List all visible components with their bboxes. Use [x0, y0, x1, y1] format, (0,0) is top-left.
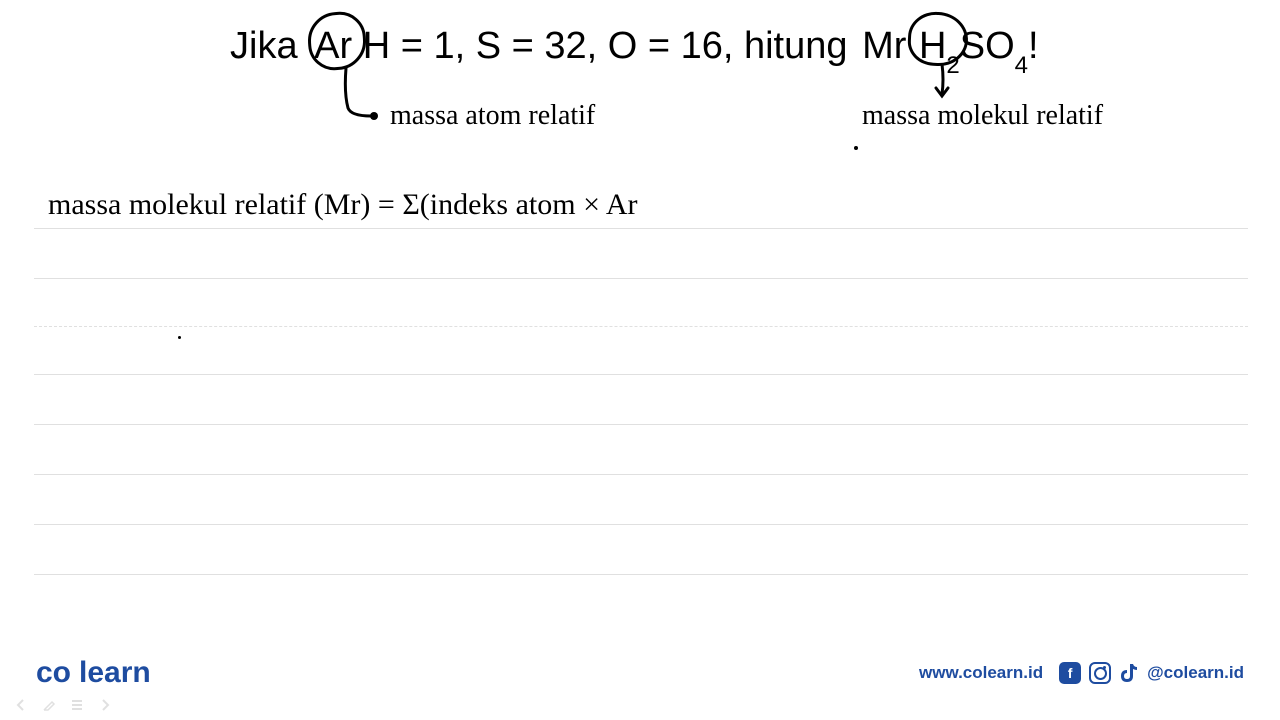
footer-handle[interactable]: @colearn.id — [1147, 663, 1244, 683]
ruled-line — [34, 574, 1248, 575]
stray-dot — [854, 146, 858, 150]
question-prefix: Jika — [230, 25, 298, 67]
page-content: Jika Ar H = 1, S = 32, O = 16, hitung Mr… — [0, 0, 1280, 720]
formula-text: massa molekul relatif (Mr) = Σ(indeks at… — [48, 188, 638, 222]
ruled-line — [34, 474, 1248, 475]
ruled-line — [34, 228, 1248, 229]
prev-icon[interactable] — [14, 698, 28, 712]
stray-dot — [178, 336, 181, 339]
facebook-icon[interactable]: f — [1059, 662, 1081, 684]
footer-url[interactable]: www.colearn.id — [919, 663, 1043, 683]
ruled-line — [34, 374, 1248, 375]
viewer-toolbar — [14, 698, 112, 712]
brand-logo: colearn — [36, 656, 151, 690]
tiktok-icon[interactable] — [1119, 662, 1139, 684]
edit-icon[interactable] — [42, 698, 56, 712]
annotation-ar-label: massa atom relatif — [390, 100, 595, 132]
arrow-ar — [336, 68, 386, 123]
arrow-mr — [932, 64, 956, 104]
ruled-line — [34, 424, 1248, 425]
ruled-line — [34, 278, 1248, 279]
social-icons: f @colearn.id — [1059, 662, 1244, 684]
logo-co: co — [36, 656, 71, 689]
ruled-line — [34, 524, 1248, 525]
ruled-line — [34, 326, 1248, 327]
question-values: H = 1, S = 32, O = 16, hitung — [352, 25, 847, 67]
logo-learn: learn — [79, 656, 151, 689]
list-icon[interactable] — [70, 698, 84, 712]
footer-right: www.colearn.id f @colearn.id — [919, 662, 1244, 684]
instagram-icon[interactable] — [1089, 662, 1111, 684]
footer: colearn www.colearn.id f @colearn.id — [36, 656, 1244, 690]
annotation-mr-label: massa molekul relatif — [862, 100, 1103, 132]
next-icon[interactable] — [98, 698, 112, 712]
